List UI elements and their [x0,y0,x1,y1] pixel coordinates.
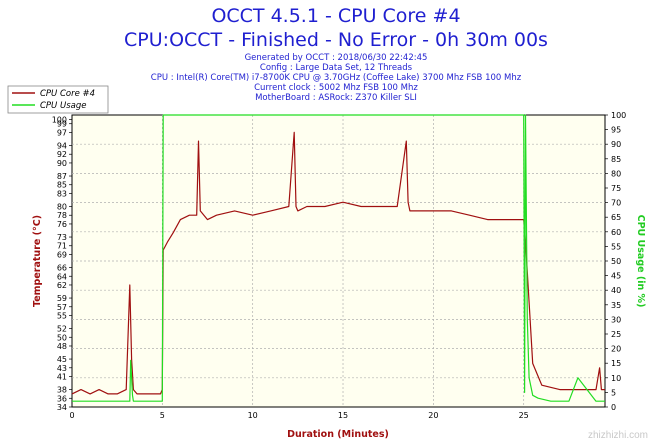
y-tick-label-right: 80 [611,169,621,178]
y-tick-label-left: 99 [57,120,67,129]
y-tick-label-left: 45 [57,355,67,364]
y-tick-label-right: 100 [611,111,626,120]
y-tick-label-left: 50 [57,333,67,342]
legend-box [7,85,109,114]
legend: CPU Core #4 CPU Usage [7,85,109,114]
info-line-config: Config : Large Data Set, 12 Threads [259,63,413,73]
series-group [71,114,605,402]
x-tick-label: 20 [428,411,438,420]
y-tick-label-left: 43 [57,364,67,373]
y-tick-label-right: 65 [611,213,621,222]
y-tick-label-right: 60 [611,228,621,237]
y-tick-label-left: 66 [57,264,67,273]
y-tick-label-right: 70 [611,199,621,208]
y-tick-label-left: 71 [57,242,67,251]
y-tick-label-left: 69 [57,250,67,259]
y-tick-label-left: 59 [57,294,67,303]
y-tick-label-left: 97 [57,128,67,137]
y-tick-label-right: 35 [611,301,621,310]
y-tick-label-left: 55 [57,311,67,320]
y-tick-label-left: 41 [57,372,67,381]
y-tick-label-left: 48 [57,342,67,351]
y-tick-label-right: 55 [611,242,621,251]
y-tick-label-right: 95 [611,126,621,135]
x-tick-label: 25 [519,411,529,420]
y-tick-label-left: 92 [57,150,67,159]
axis-ticks: 0 5 10 15 20 25 0 5 10 15 20 25 30 35 40 45 50 55 60 65 70 75… [52,111,627,420]
y-tick-label-left: 78 [57,211,67,220]
y-tick-label-left: 57 [57,303,67,312]
y-axis-label-right: CPU Usage (in %) [635,215,646,308]
y-tick-label-right: 20 [611,345,621,354]
info-line-clock: Current clock : 5002 Mhz FSB 100 Mhz [254,83,418,93]
usage-line [72,114,605,402]
y-tick-label-right: 30 [611,315,621,324]
x-tick-label: 5 [160,411,165,420]
y-tick-label-left: 34 [57,403,67,412]
y-tick-label-left: 38 [57,386,67,395]
y-tick-label-left: 90 [57,159,67,168]
y-tick-label-right: 0 [611,403,616,412]
info-line-cpu: CPU : Intel(R) Core(TM) i7-8700K CPU @ 3… [150,73,522,83]
info-line-motherboard: MotherBoard : ASRock: Z370 Killer SLI [255,93,417,103]
y-tick-label-left: 62 [57,281,67,290]
info-line-generated: Generated by OCCT : 2018/06/30 22:42:45 [244,53,428,63]
y-tick-label-left: 80 [57,203,67,212]
x-tick-label: 15 [338,411,348,420]
y-tick-label-right: 85 [611,155,621,164]
y-tick-label-left: 36 [57,394,67,403]
y-tick-label-right: 45 [611,272,621,281]
legend-label-usage: CPU Usage [40,101,86,111]
y-tick-label-right: 50 [611,257,621,266]
y-tick-label-left: 83 [57,189,67,198]
y-axis-label-left: Temperature (°C) [32,215,43,307]
y-tick-label-right: 10 [611,374,621,383]
x-tick-label: 10 [248,411,258,420]
y-tick-label-left: 87 [57,172,67,181]
y-tick-label-left: 100 [52,115,67,124]
y-tick-label-right: 5 [611,388,616,397]
y-tick-label-left: 94 [57,142,67,151]
x-tick-label: 0 [69,411,74,420]
chart-title: OCCT 4.5.1 - CPU Core #4 [211,5,461,27]
y-tick-label-right: 90 [611,140,621,149]
watermark: zhizhizhi.com [588,430,648,441]
y-tick-label-left: 64 [57,272,67,281]
y-tick-label-left: 76 [57,220,67,229]
y-tick-label-right: 15 [611,359,621,368]
y-tick-label-right: 25 [611,330,621,339]
y-tick-label-right: 40 [611,286,621,295]
legend-label-temperature: CPU Core #4 [40,89,95,99]
chart-subtitle: CPU:OCCT - Finished - No Error - 0h 30m … [124,29,548,51]
y-tick-label-left: 85 [57,181,67,190]
y-tick-label-right: 75 [611,184,621,193]
y-tick-label-left: 73 [57,233,67,242]
y-tick-label-left: 52 [57,325,67,334]
x-axis-label: Duration (Minutes) [287,429,389,440]
